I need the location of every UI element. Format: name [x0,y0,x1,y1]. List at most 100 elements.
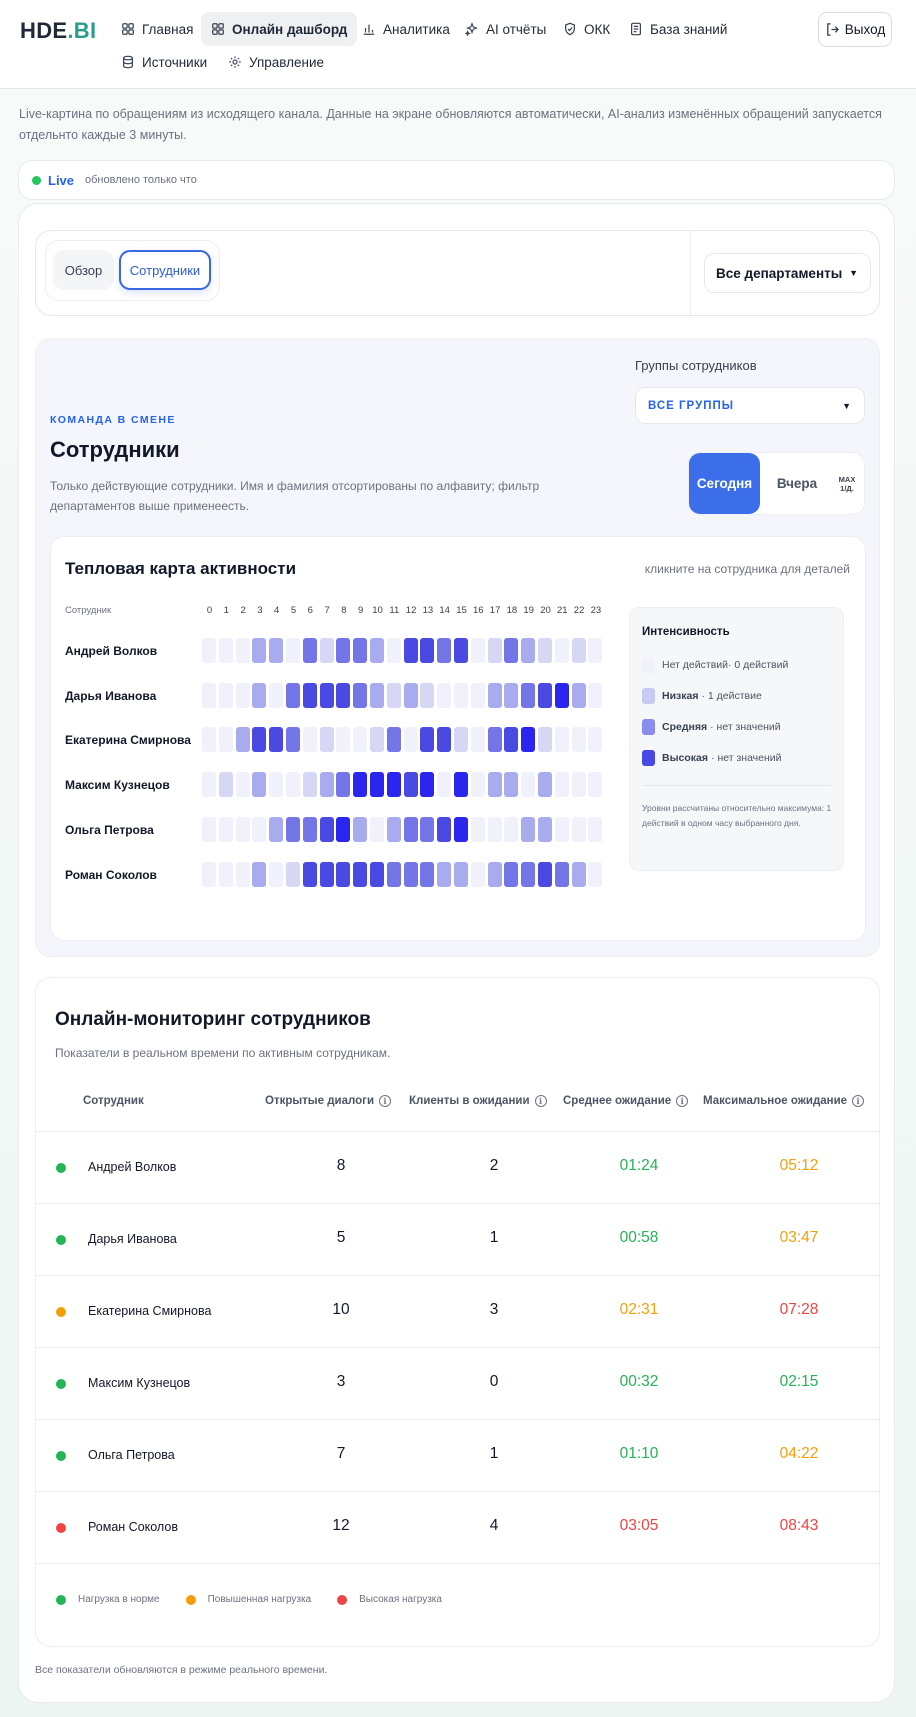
heatmap-cell[interactable] [403,727,418,753]
heatmap-cell[interactable] [470,682,485,708]
heatmap-cell[interactable] [353,727,368,753]
heatmap-cell[interactable] [386,682,401,708]
heatmap-cell[interactable] [235,772,250,798]
heatmap-cell[interactable] [218,682,233,708]
heatmap-cell[interactable] [454,638,468,663]
info-icon[interactable]: i [534,1095,547,1107]
heatmap-cell[interactable] [319,772,334,798]
heatmap-cell[interactable] [454,861,468,887]
heatmap-cell[interactable] [420,638,435,663]
heatmap-cell[interactable] [538,772,552,798]
heatmap-cell[interactable] [386,861,401,887]
heatmap-cell[interactable] [235,816,250,842]
period-max-button[interactable]: MAX 1/Д. [830,453,864,514]
heatmap-cell[interactable] [538,727,552,753]
heatmap-cell[interactable] [588,638,603,663]
heatmap-cell[interactable] [420,682,435,708]
heatmap-cell[interactable] [571,816,586,842]
column-header-open-dialogs[interactable]: Открытые диалоги i [265,1095,392,1107]
tab-staff[interactable]: Сотрудники [119,250,211,290]
heatmap-cell[interactable] [235,861,250,887]
heatmap-cell[interactable] [286,772,300,798]
heatmap-cell[interactable] [454,727,468,753]
heatmap-cell[interactable] [504,772,519,798]
heatmap-employee-name[interactable]: Роман Соколов [65,867,157,882]
heatmap-cell[interactable] [420,727,435,753]
heatmap-cell[interactable] [202,638,216,663]
heatmap-cell[interactable] [336,772,351,798]
heatmap-cell[interactable] [521,861,536,887]
heatmap-cell[interactable] [353,861,368,887]
heatmap-cell[interactable] [504,727,519,753]
heatmap-cell[interactable] [235,682,250,708]
heatmap-cell[interactable] [218,638,233,663]
heatmap-cell[interactable] [588,816,603,842]
heatmap-cell[interactable] [370,861,384,887]
heatmap-cell[interactable] [202,727,216,753]
heatmap-cell[interactable] [386,772,401,798]
heatmap-cell[interactable] [588,861,603,887]
heatmap-cell[interactable] [504,682,519,708]
heatmap-cell[interactable] [269,816,284,842]
table-row[interactable]: Роман Соколов 12 4 03:05 08:43 [36,1491,879,1563]
heatmap-cell[interactable] [252,638,267,663]
heatmap-cell[interactable] [336,861,351,887]
heatmap-cell[interactable] [353,682,368,708]
heatmap-cell[interactable] [538,861,552,887]
heatmap-cell[interactable] [269,638,284,663]
nav-item-sources[interactable]: Источники [111,45,217,79]
heatmap-employee-name[interactable]: Дарья Иванова [65,688,157,703]
heatmap-cell[interactable] [437,727,452,753]
heatmap-cell[interactable] [554,682,569,708]
heatmap-cell[interactable] [470,861,485,887]
heatmap-employee-name[interactable]: Ольга Петрова [65,822,154,837]
heatmap-cell[interactable] [370,682,384,708]
nav-item-management[interactable]: Управление [218,45,334,79]
heatmap-cell[interactable] [202,682,216,708]
heatmap-cell[interactable] [336,816,351,842]
heatmap-cell[interactable] [454,772,468,798]
heatmap-cell[interactable] [286,638,300,663]
period-yesterday-button[interactable]: Вчера [776,476,818,491]
column-header-max-wait[interactable]: Максимальное ожидание i [703,1095,865,1107]
heatmap-cell[interactable] [571,861,586,887]
nav-item-ai-reports[interactable]: AI отчёты [455,12,556,46]
column-header-avg-wait[interactable]: Среднее ожидание i [563,1095,689,1107]
nav-item-analytics[interactable]: Аналитика [352,12,460,46]
heatmap-cell[interactable] [504,638,519,663]
heatmap-cell[interactable] [571,638,586,663]
heatmap-cell[interactable] [319,727,334,753]
heatmap-cell[interactable] [302,727,317,753]
heatmap-cell[interactable] [588,772,603,798]
heatmap-cell[interactable] [218,816,233,842]
heatmap-cell[interactable] [286,727,300,753]
logout-button[interactable]: Выход [818,12,892,47]
heatmap-cell[interactable] [403,772,418,798]
heatmap-cell[interactable] [521,727,536,753]
heatmap-cell[interactable] [403,638,418,663]
heatmap-employee-name[interactable]: Андрей Волков [65,644,158,658]
heatmap-cell[interactable] [504,861,519,887]
heatmap-cell[interactable] [302,772,317,798]
heatmap-cell[interactable] [420,816,435,842]
heatmap-cell[interactable] [386,816,401,842]
heatmap-cell[interactable] [370,727,384,753]
heatmap-cell[interactable] [487,638,502,663]
heatmap-cell[interactable] [554,772,569,798]
heatmap-cell[interactable] [252,772,267,798]
heatmap-cell[interactable] [437,861,452,887]
heatmap-employee-name[interactable]: Екатерина Смирнова [65,733,191,748]
heatmap-cell[interactable] [302,682,317,708]
heatmap-cell[interactable] [454,816,468,842]
heatmap-cell[interactable] [353,772,368,798]
heatmap-cell[interactable] [554,638,569,663]
heatmap-cell[interactable] [521,816,536,842]
heatmap-cell[interactable] [571,727,586,753]
heatmap-cell[interactable] [437,682,452,708]
heatmap-cell[interactable] [252,816,267,842]
heatmap-cell[interactable] [336,638,351,663]
period-today-button[interactable]: Сегодня [689,453,760,514]
heatmap-cell[interactable] [252,682,267,708]
heatmap-cell[interactable] [370,638,384,663]
table-row[interactable]: Андрей Волков 8 2 01:24 05:12 [36,1131,879,1203]
